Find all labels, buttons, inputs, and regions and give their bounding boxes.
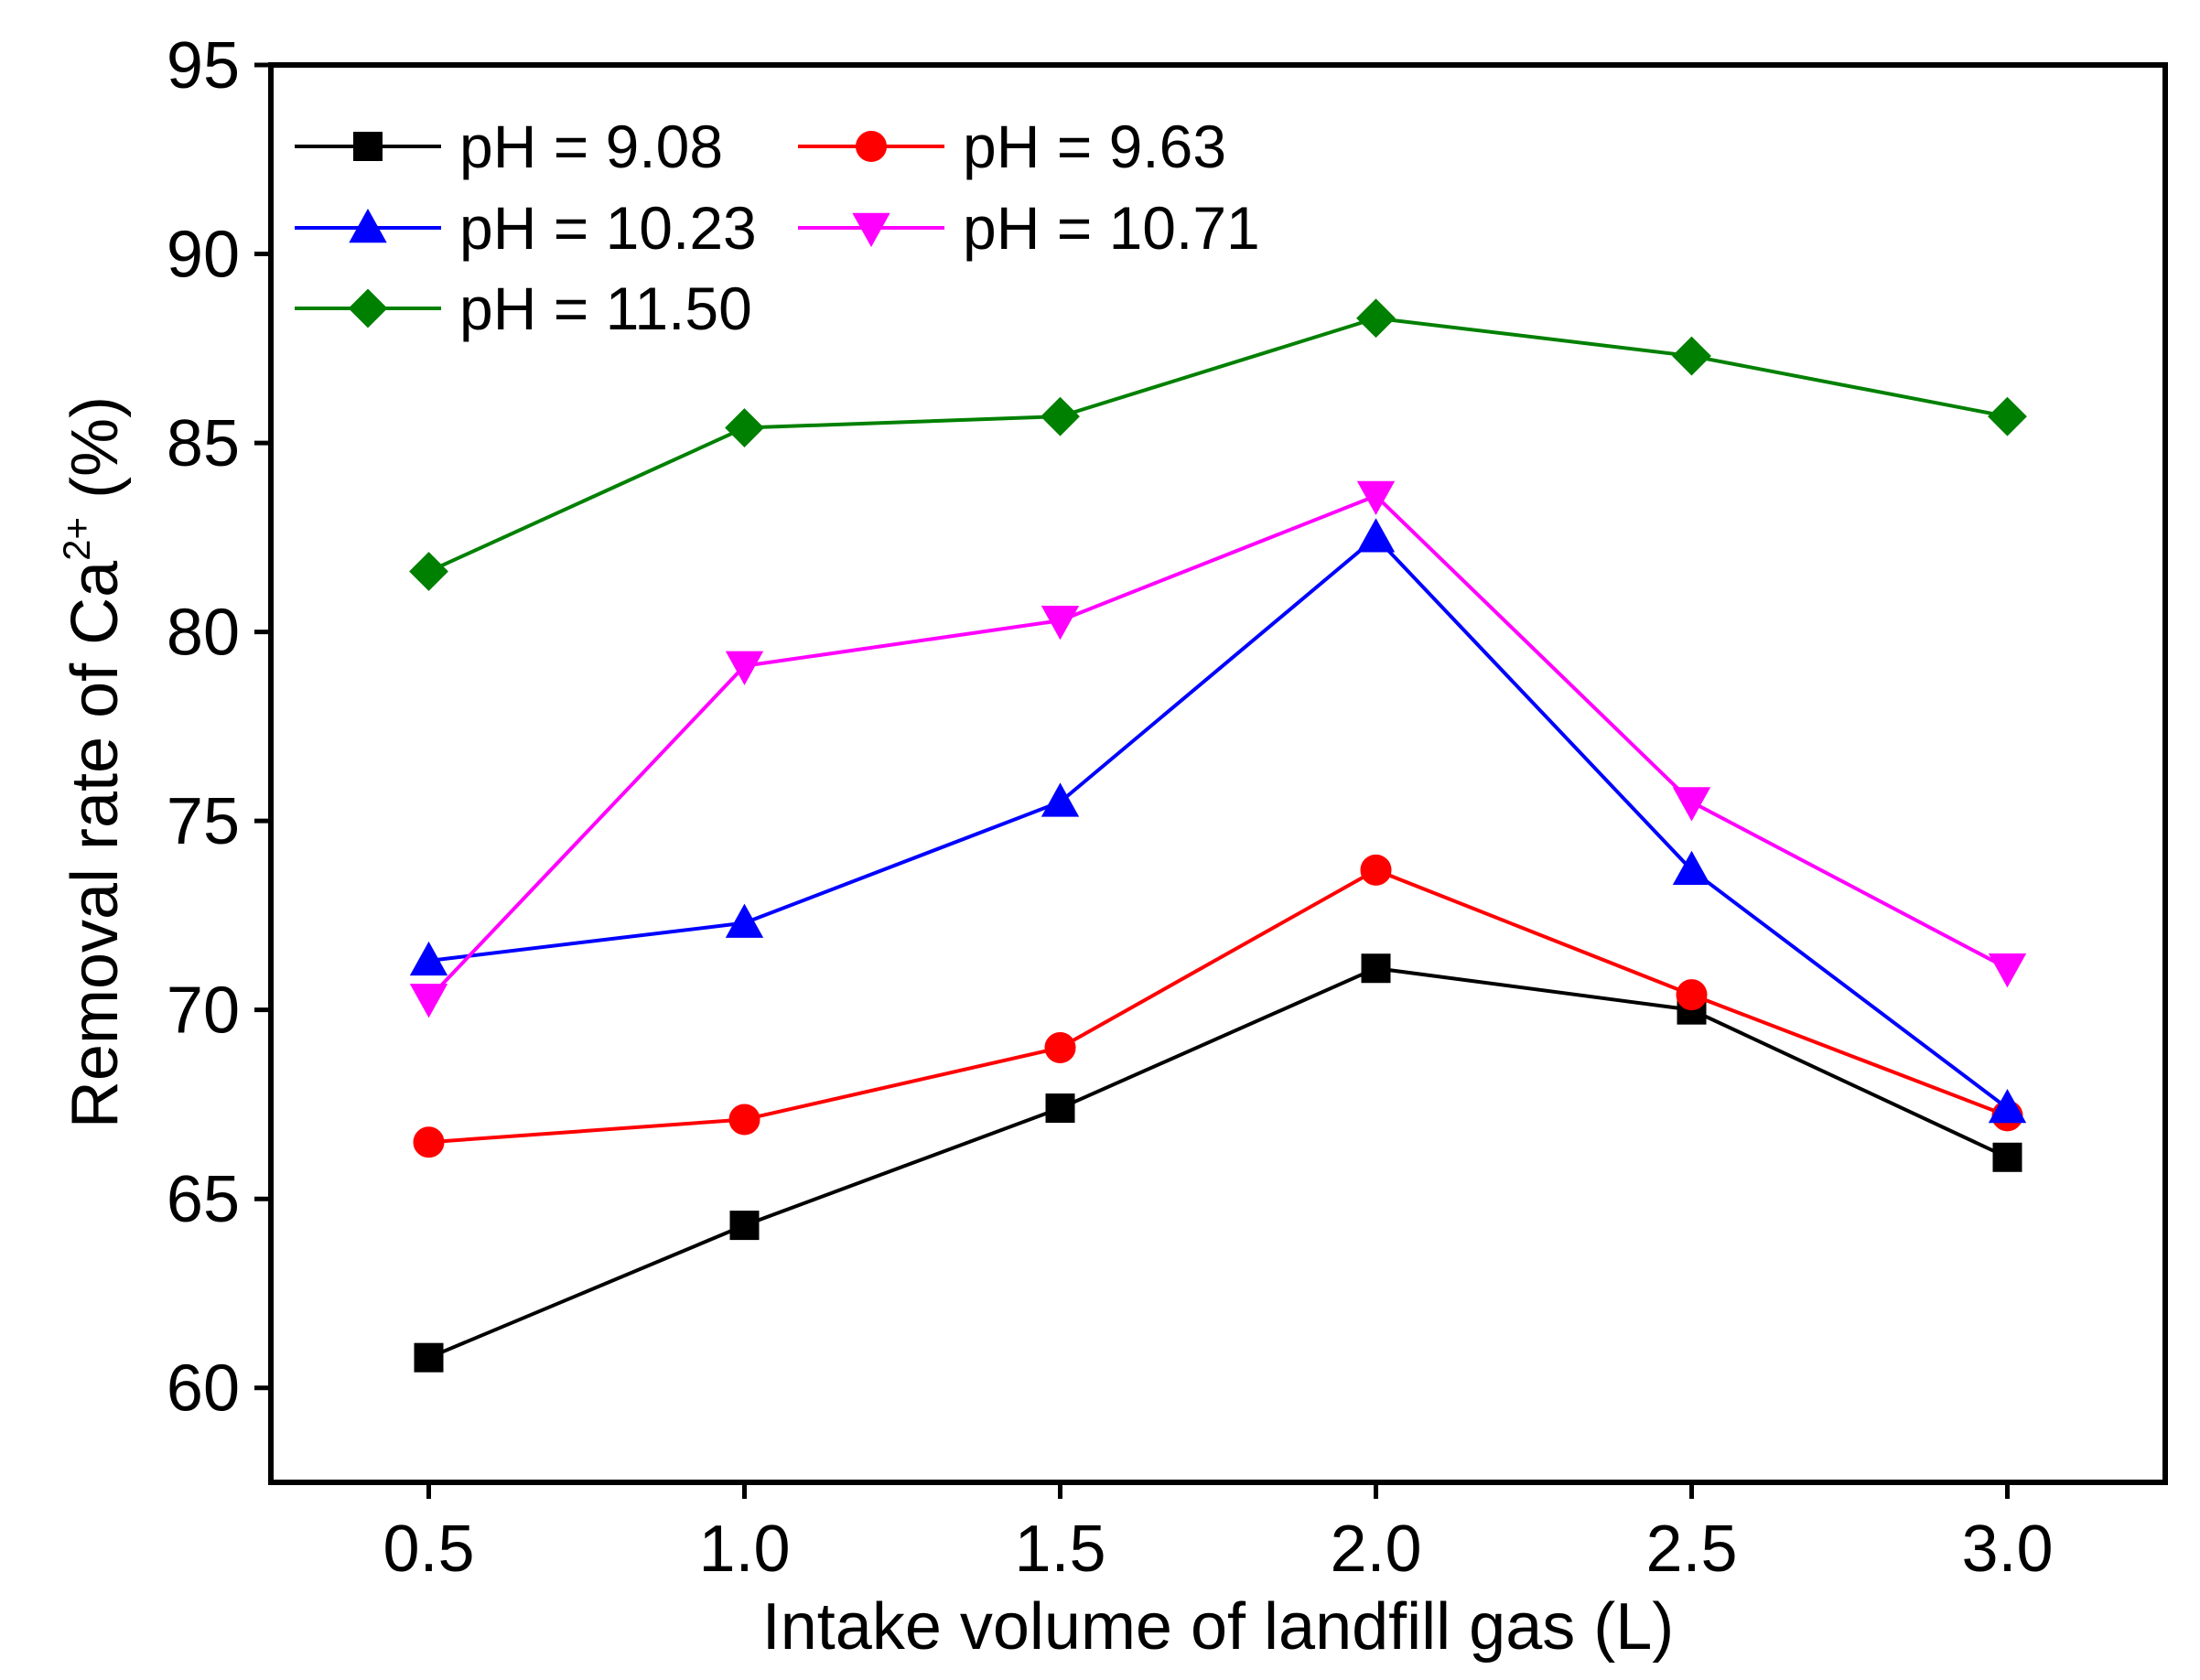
data-point xyxy=(409,984,448,1018)
data-point xyxy=(1044,1031,1076,1063)
legend-marker xyxy=(353,132,383,161)
data-point xyxy=(413,1126,445,1158)
data-point xyxy=(1356,518,1396,553)
data-point xyxy=(1676,979,1708,1011)
legend-label: pH = 10.23 xyxy=(459,194,757,262)
data-point xyxy=(1041,782,1080,817)
legend-item: pH = 11.50 xyxy=(295,275,752,342)
data-point xyxy=(1361,953,1391,984)
series-5 xyxy=(409,298,2027,591)
data-point xyxy=(728,1104,760,1136)
series-1 xyxy=(414,953,2022,1373)
data-point xyxy=(1041,606,1080,641)
legend-marker xyxy=(348,288,388,328)
data-point xyxy=(409,941,448,976)
y-tick-label: 75 xyxy=(167,785,240,858)
legend-item: pH = 9.08 xyxy=(295,113,723,180)
x-axis-title: Intake volume of landfill gas (L) xyxy=(762,1590,1675,1664)
series-line xyxy=(427,493,2009,1000)
data-point xyxy=(1988,396,2027,436)
legend-marker xyxy=(856,131,887,162)
series-3 xyxy=(409,518,2027,1124)
axes-group xyxy=(268,62,2168,1485)
data-point xyxy=(725,903,764,938)
x-tick-label: 2.0 xyxy=(1330,1513,1421,1586)
series-group xyxy=(409,298,2027,1373)
legend-label: pH = 10.71 xyxy=(963,194,1260,262)
legend-label: pH = 9.08 xyxy=(459,113,723,180)
series-2 xyxy=(413,854,2023,1158)
y-axis-title-main: Removal rate of Ca xyxy=(59,560,132,1128)
y-tick-label: 95 xyxy=(167,29,240,102)
legend-marker xyxy=(852,212,890,248)
data-point xyxy=(1672,787,1711,822)
data-point xyxy=(1356,298,1396,339)
data-point xyxy=(1041,396,1080,436)
legend-marker xyxy=(349,208,387,243)
y-tick-label: 90 xyxy=(167,219,240,292)
plot-frame xyxy=(268,62,2168,1485)
series-line xyxy=(428,535,2009,1110)
legend-item: pH = 10.71 xyxy=(798,194,1260,262)
x-tick-label: 2.5 xyxy=(1645,1513,1737,1586)
series-line xyxy=(428,867,2009,1145)
data-point xyxy=(1356,480,1396,515)
y-axis-title-unit: (%) xyxy=(59,396,132,517)
series-line xyxy=(427,966,2009,1360)
x-tick-label: 1.0 xyxy=(698,1513,790,1586)
legend-label: pH = 9.63 xyxy=(963,113,1226,180)
y-tick-label: 65 xyxy=(167,1163,240,1236)
data-point xyxy=(1988,953,2027,988)
y-tick-label: 70 xyxy=(167,975,240,1048)
ticks-group: 60 65 70 75 80 85 90 95 0.5 1.0 1.5 2.0 2.5 3.0 xyxy=(167,29,2054,1586)
series-4 xyxy=(409,480,2027,1018)
data-point xyxy=(1360,854,1392,886)
data-point xyxy=(729,1211,760,1241)
y-axis-title-superscript: 2+ xyxy=(55,517,98,561)
data-point xyxy=(1988,1089,2027,1124)
x-tick-label: 1.5 xyxy=(1014,1513,1105,1586)
y-tick-label: 60 xyxy=(167,1352,240,1426)
legend-label: pH = 11.50 xyxy=(459,275,752,342)
legend-item: pH = 9.63 xyxy=(798,113,1226,180)
x-tick-label: 3.0 xyxy=(1961,1513,2053,1586)
data-point xyxy=(1992,1142,2022,1172)
legend-item: pH = 10.23 xyxy=(295,194,757,262)
series-line xyxy=(427,316,2008,574)
x-tick-label: 0.5 xyxy=(383,1513,474,1586)
y-tick-label: 85 xyxy=(167,407,240,480)
data-point xyxy=(1672,336,1711,376)
legend: pH = 9.08 pH = 9.63 pH = 10.23 pH = 10.71 pH… xyxy=(295,113,1260,342)
y-axis-title: Removal rate of Ca2+ (%) xyxy=(55,396,132,1128)
y-tick-label: 80 xyxy=(167,597,240,670)
data-point xyxy=(725,651,764,685)
data-point xyxy=(1672,850,1711,886)
data-point xyxy=(414,1342,444,1373)
data-point xyxy=(1045,1093,1075,1124)
data-point xyxy=(725,408,764,447)
data-point xyxy=(409,552,448,591)
